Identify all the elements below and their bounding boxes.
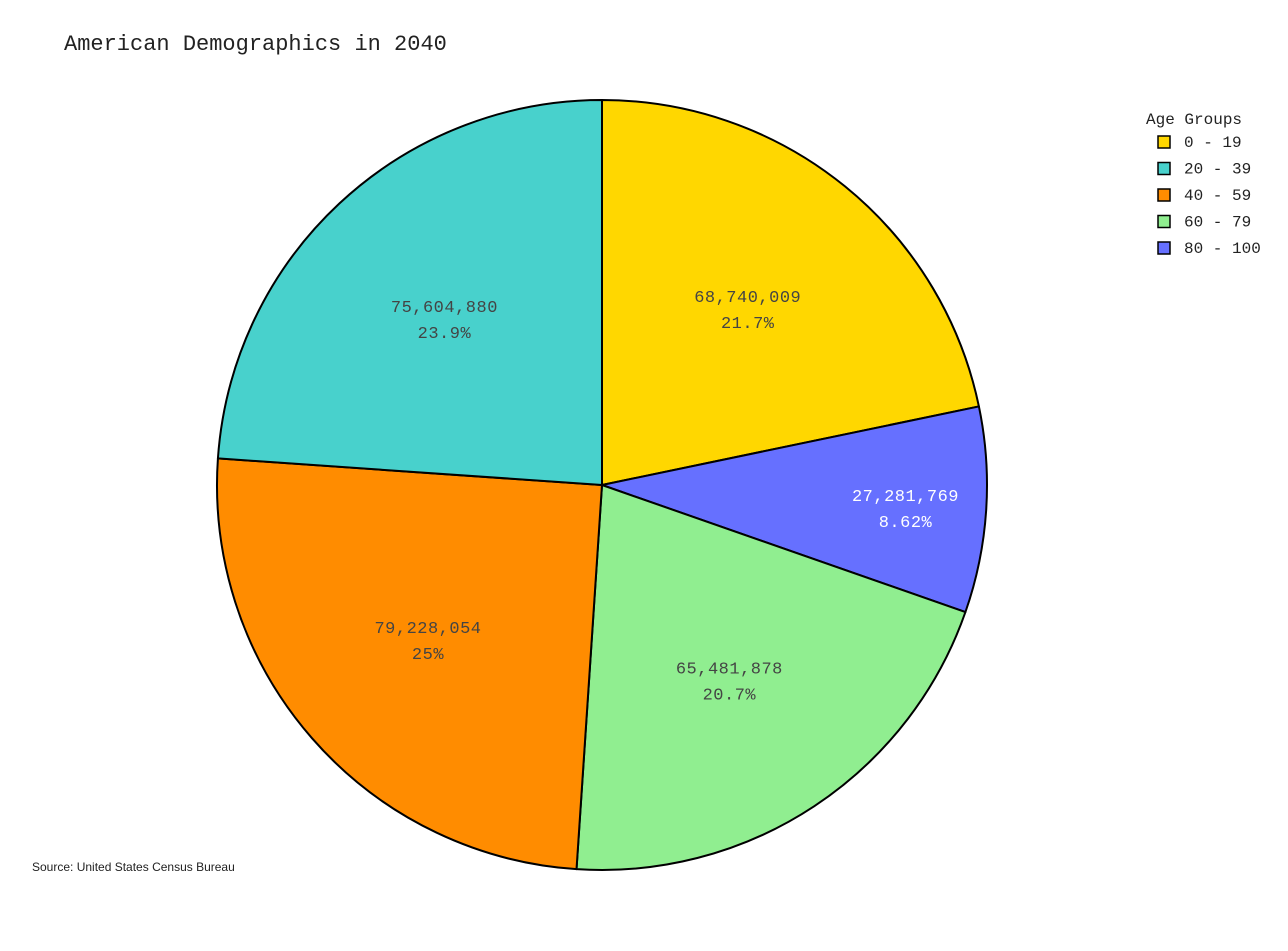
pie-slices [216, 99, 988, 871]
chart-title: American Demographics in 2040 [64, 32, 447, 57]
legend-label: 20 - 39 [1184, 161, 1251, 179]
pie-slice-0-19 [601, 99, 980, 486]
source-note: Source: United States Census Bureau [32, 860, 235, 874]
legend: Age Groups 0 - 19 20 - 39 40 - 59 60 - 79 80… [1146, 111, 1261, 258]
slice-value-label: 27,281,769 [852, 488, 959, 507]
slice-value-label: 79,228,054 [374, 620, 481, 639]
legend-label: 60 - 79 [1184, 214, 1251, 232]
pie-slice-40-59 [216, 457, 603, 871]
slice-labels: 68,740,009 21.7% 27,281,769 8.62% 65,481,878… [374, 289, 959, 706]
slice-percent-label: 25% [412, 646, 444, 665]
legend-label: 0 - 19 [1184, 134, 1242, 152]
legend-swatch [1157, 241, 1171, 255]
legend-swatch [1157, 214, 1171, 229]
slice-percent-label: 8.62% [879, 514, 933, 533]
slice-percent-label: 21.7% [721, 315, 775, 334]
legend-swatch [1157, 135, 1171, 149]
legend-label: 40 - 59 [1184, 187, 1251, 205]
legend-swatch [1157, 161, 1171, 176]
legend-swatch [1157, 188, 1171, 202]
slice-percent-label: 23.9% [418, 325, 472, 344]
slice-percent-label: 20.7% [703, 687, 757, 706]
pie-slice-20-39 [216, 99, 603, 486]
slice-value-label: 65,481,878 [676, 661, 783, 680]
legend-label: 80 - 100 [1184, 240, 1261, 258]
slice-value-label: 75,604,880 [391, 299, 498, 318]
pie-slice-80-100 [601, 405, 988, 614]
legend-title: Age Groups [1146, 111, 1242, 129]
slice-value-label: 68,740,009 [694, 289, 801, 308]
pie-slice-60-79 [575, 484, 967, 871]
